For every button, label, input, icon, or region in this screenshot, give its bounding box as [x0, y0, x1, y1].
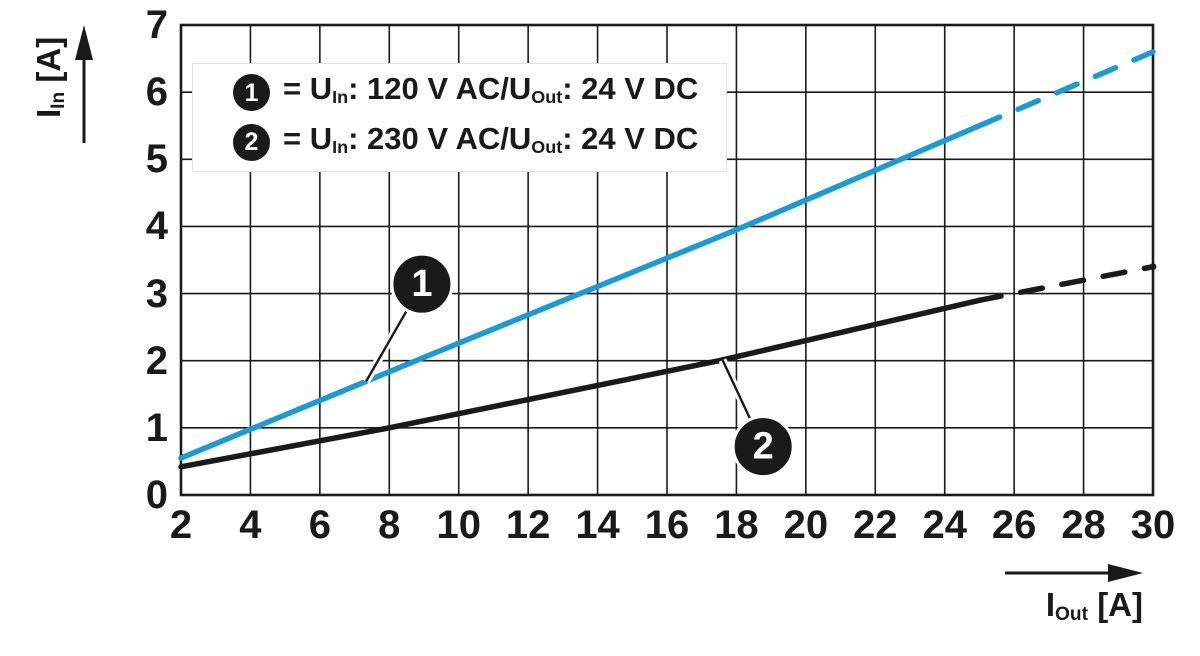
y-tick-label: 0 [145, 473, 168, 517]
y-axis-arrow-head [75, 25, 93, 60]
series-2-marker-badge: 2 [233, 123, 270, 161]
y-axis-symbol: I [30, 108, 67, 118]
y-tick-label: 2 [145, 338, 168, 383]
y-tick-label: 3 [145, 271, 168, 316]
legend-entry-2-text: = UIn: 230 V AC/UOut: 24 V DC [283, 120, 699, 157]
x-axis-unit: [A] [1097, 586, 1143, 623]
x-tick-label: 14 [575, 503, 620, 547]
series-2-line-dashed [976, 263, 1156, 304]
callout-2-number: 2 [753, 426, 774, 468]
x-tick-label: 4 [239, 503, 262, 547]
x-tick-label: 16 [644, 503, 690, 547]
legend-entry-2: 2 = UIn: 230 V AC/UOut: 24 V DC [233, 120, 726, 166]
y-tick-label: 4 [145, 204, 168, 249]
x-tick-label: 20 [783, 503, 829, 547]
x-tick-label: 6 [308, 503, 331, 547]
callout-1-number: 1 [411, 263, 432, 305]
y-tick-label: 5 [145, 137, 168, 182]
series-1-line-solid [178, 122, 983, 461]
series-1-marker-badge: 1 [233, 74, 270, 112]
x-axis-subscript: Out [1055, 604, 1088, 626]
x-tick-label: 18 [714, 503, 759, 547]
x-tick-label: 22 [853, 503, 898, 547]
x-tick-label: 2 [169, 503, 193, 547]
y-axis-subscript: In [48, 91, 70, 109]
legend-entry-1-text: = UIn: 120 V AC/UOut: 24 V DC [283, 70, 699, 107]
y-axis-unit: [A] [30, 36, 67, 83]
x-tick-label: 28 [1061, 503, 1106, 547]
x-axis-arrow-head [1108, 564, 1143, 582]
x-tick-label: 12 [505, 503, 551, 547]
x-tick-label: 24 [922, 503, 967, 547]
series-2-line-solid [178, 297, 983, 470]
x-axis-symbol: I [1045, 586, 1056, 623]
y-tick-label: 1 [145, 405, 168, 450]
callout-1-circle [390, 252, 454, 316]
callout-2-circle [731, 415, 795, 479]
y-tick-label: 6 [145, 70, 168, 115]
series-1-line-dashed [976, 49, 1156, 129]
legend-entry-1: 1 = UIn: 120 V AC/UOut: 24 V DC [233, 70, 726, 116]
x-tick-label: 10 [436, 503, 481, 547]
y-axis-label: IIn [A] [30, 37, 70, 118]
x-tick-label: 30 [1130, 503, 1176, 547]
y-tick-label: 7 [145, 3, 168, 47]
x-axis-label: IOut [A] [1046, 586, 1143, 626]
legend: 1 = UIn: 120 V AC/UOut: 24 V DC 2 = UIn:… [192, 63, 727, 172]
series-2-end-dot [1149, 263, 1157, 271]
x-tick-label: 26 [991, 503, 1037, 547]
x-tick-label: 8 [378, 503, 401, 547]
plot-border [179, 23, 1155, 497]
